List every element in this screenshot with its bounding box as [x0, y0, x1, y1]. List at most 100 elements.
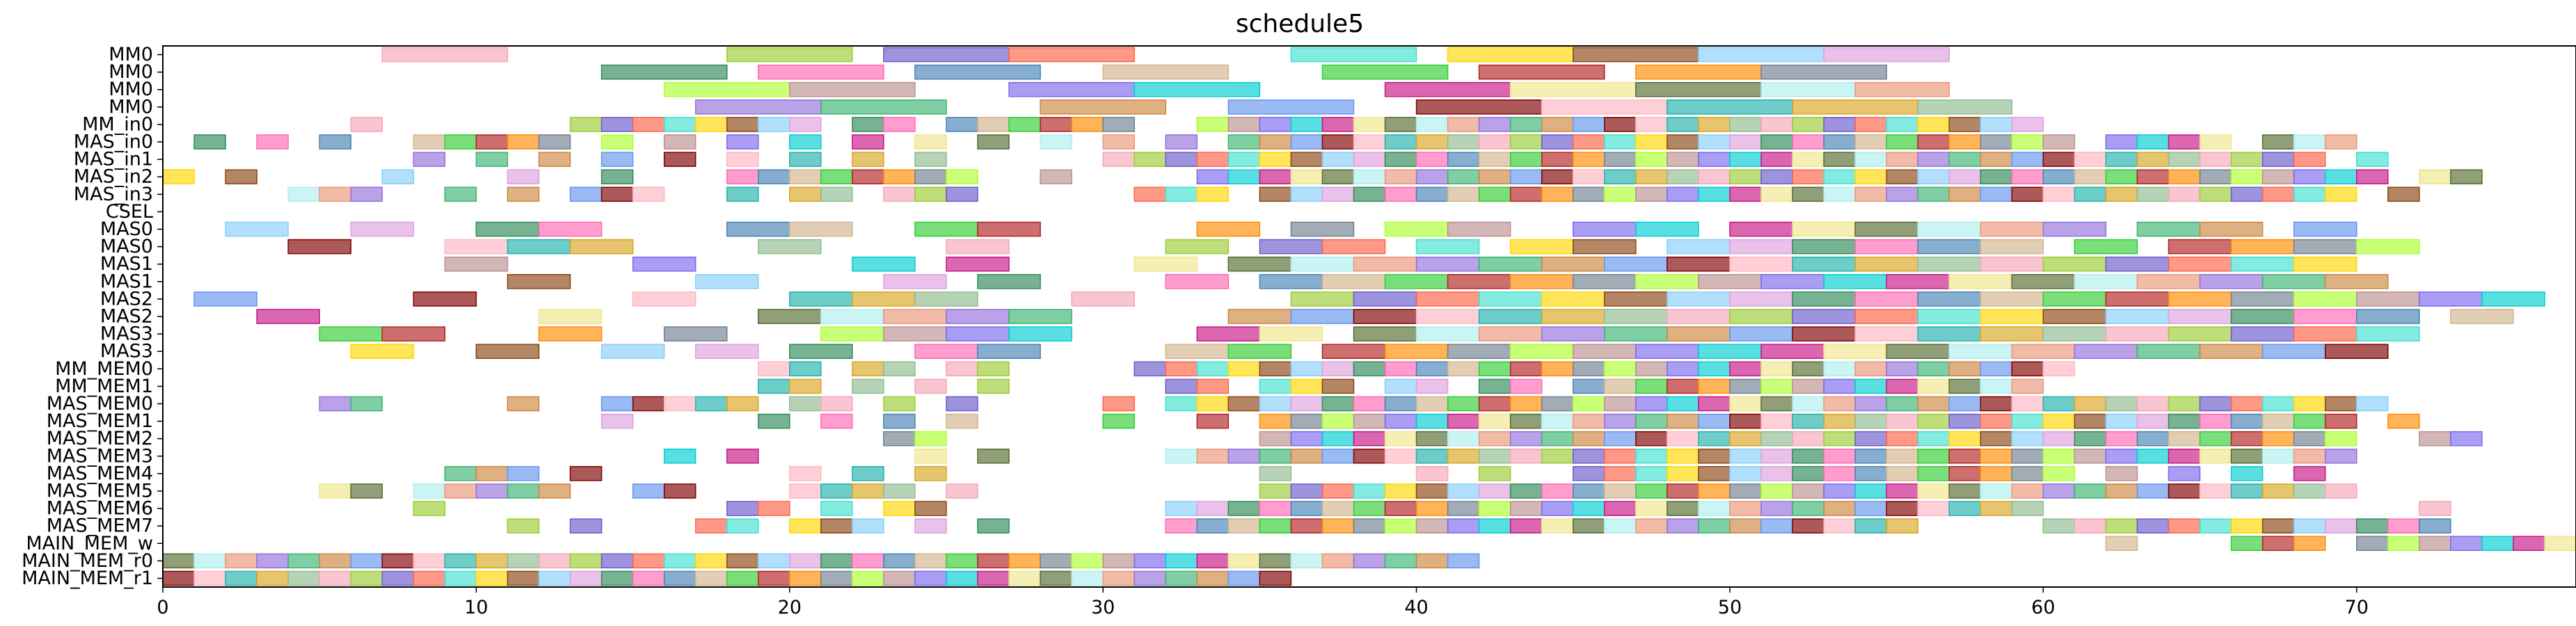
task-bar: [1918, 501, 1949, 515]
task-bar: [1448, 187, 1479, 201]
task-bar: [2545, 536, 2576, 550]
task-bar: [1605, 484, 1636, 498]
task-bar: [288, 554, 319, 568]
task-bar: [257, 554, 288, 568]
task-bar: [2074, 415, 2106, 428]
task-bar: [1385, 344, 1448, 358]
task-bar: [790, 170, 821, 184]
task-bar: [633, 118, 665, 131]
task-bar: [915, 432, 946, 446]
task-bar: [1667, 396, 1699, 410]
task-bar: [1103, 152, 1134, 166]
task-bar: [2294, 536, 2325, 550]
task-bar: [1259, 327, 1322, 341]
task-bar: [1980, 327, 2043, 341]
task-bar: [1511, 240, 1573, 254]
y-axis-labels: MM0MM0MM0MM0MM_in0MAS_in0MAS_in1MAS_in2M…: [22, 44, 163, 589]
task-bar: [1197, 152, 1228, 166]
task-bar: [1228, 571, 1259, 585]
task-bar: [1980, 432, 2012, 446]
task-bar: [1417, 449, 1448, 463]
task-bar: [1792, 310, 1855, 323]
task-bar: [1542, 310, 1605, 323]
task-bar: [1730, 135, 1761, 149]
task-bar: [1009, 554, 1040, 568]
task-bar: [790, 135, 821, 149]
task-bar: [1417, 152, 1448, 166]
task-bar: [2137, 484, 2168, 498]
task-bar: [1291, 519, 1322, 533]
task-bar: [915, 571, 946, 585]
task-bar: [1605, 292, 1667, 306]
task-bar: [1980, 187, 2012, 201]
task-bar: [946, 571, 978, 585]
task-bar: [1792, 467, 1824, 481]
task-bar: [413, 554, 445, 568]
task-bar: [884, 310, 946, 323]
task-bar: [1479, 327, 1542, 341]
task-bar: [2200, 222, 2263, 236]
task-bar: [2168, 240, 2231, 254]
task-bar: [790, 187, 821, 201]
task-bar: [257, 571, 288, 585]
task-bar: [2325, 170, 2357, 184]
x-tick-label: 50: [1718, 597, 1742, 618]
task-bar: [1448, 415, 1479, 428]
task-bar: [884, 571, 915, 585]
task-bar: [1667, 379, 1699, 393]
task-bar: [1479, 379, 1511, 393]
task-bar: [1479, 467, 1511, 481]
task-bar: [1792, 449, 1824, 463]
task-bar: [1542, 118, 1573, 131]
task-bar: [1197, 379, 1228, 393]
task-bar: [1259, 484, 1291, 498]
task-bar: [1636, 432, 1667, 446]
task-bar: [1605, 135, 1636, 149]
task-bar: [2451, 536, 2482, 550]
task-bar: [2074, 240, 2137, 254]
task-bar: [1228, 257, 1291, 271]
task-bar: [758, 362, 790, 376]
task-bar: [1730, 467, 1761, 481]
task-bar: [727, 152, 758, 166]
task-bar: [790, 571, 821, 585]
task-bar: [1542, 396, 1573, 410]
task-bar: [1259, 135, 1291, 149]
task-bar: [1573, 240, 1636, 254]
task-bar: [821, 187, 852, 201]
task-bar: [571, 554, 602, 568]
task-bar: [1949, 484, 1980, 498]
task-bar: [1824, 396, 1855, 410]
task-bar: [2388, 415, 2419, 428]
task-bar: [821, 100, 946, 114]
task-bar: [507, 187, 539, 201]
task-bar: [225, 170, 257, 184]
task-bar: [507, 484, 539, 498]
task-bar: [1385, 152, 1417, 166]
task-bar: [2294, 240, 2357, 254]
task-bar: [884, 170, 915, 184]
task-bar: [1103, 65, 1228, 79]
task-bar: [1667, 135, 1699, 149]
task-bar: [1761, 396, 1792, 410]
task-bar: [1667, 100, 1792, 114]
task-bar: [1291, 310, 1353, 323]
task-bar: [1761, 501, 1792, 515]
task-bar: [2012, 187, 2043, 201]
task-bar: [602, 65, 727, 79]
task-bar: [1542, 484, 1573, 498]
task-bar: [1166, 554, 1197, 568]
task-bar: [1417, 327, 1479, 341]
task-bar: [1542, 257, 1605, 271]
task-bar: [2325, 449, 2357, 463]
task-bar: [1886, 344, 1949, 358]
task-bar: [2168, 257, 2231, 271]
task-bar: [978, 379, 1009, 393]
task-bar: [915, 501, 946, 515]
task-bar: [1918, 170, 1949, 184]
task-bar: [1730, 240, 1792, 254]
task-bar: [946, 484, 978, 498]
task-bar: [1417, 100, 1542, 114]
task-bar: [1291, 222, 1353, 236]
task-bar: [2043, 467, 2074, 481]
